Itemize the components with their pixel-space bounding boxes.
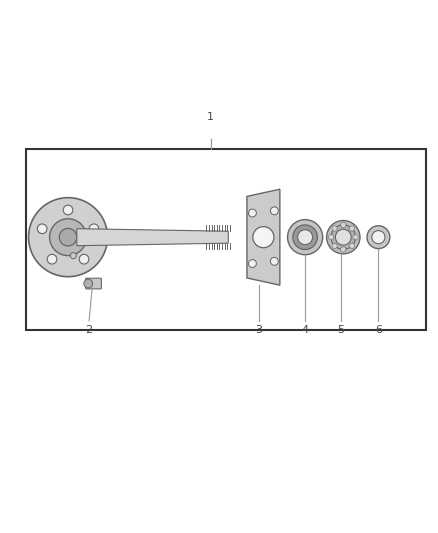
Text: 2: 2 xyxy=(85,325,92,335)
Ellipse shape xyxy=(366,226,389,248)
Bar xyxy=(26,149,425,330)
Ellipse shape xyxy=(37,224,47,233)
Ellipse shape xyxy=(248,209,256,217)
Ellipse shape xyxy=(349,226,354,231)
Ellipse shape xyxy=(49,219,86,256)
Ellipse shape xyxy=(89,224,99,233)
Ellipse shape xyxy=(84,279,92,288)
Ellipse shape xyxy=(335,229,350,245)
Ellipse shape xyxy=(79,254,88,264)
Ellipse shape xyxy=(328,235,333,240)
Ellipse shape xyxy=(63,205,73,215)
Ellipse shape xyxy=(28,198,107,277)
Ellipse shape xyxy=(331,226,336,231)
Ellipse shape xyxy=(330,225,355,249)
Ellipse shape xyxy=(349,243,354,248)
Ellipse shape xyxy=(331,243,336,248)
Ellipse shape xyxy=(371,231,384,244)
Ellipse shape xyxy=(326,221,359,254)
Text: 4: 4 xyxy=(301,325,308,335)
Ellipse shape xyxy=(47,254,57,264)
Ellipse shape xyxy=(340,222,345,228)
Text: 5: 5 xyxy=(337,325,344,335)
Text: 1: 1 xyxy=(207,112,214,122)
Ellipse shape xyxy=(270,207,278,215)
Ellipse shape xyxy=(297,230,312,245)
Ellipse shape xyxy=(352,235,357,240)
Ellipse shape xyxy=(270,257,278,265)
Ellipse shape xyxy=(287,220,322,255)
Ellipse shape xyxy=(248,260,256,268)
Text: 3: 3 xyxy=(255,325,262,335)
Text: 6: 6 xyxy=(374,325,381,335)
FancyBboxPatch shape xyxy=(85,278,101,289)
Ellipse shape xyxy=(70,253,76,259)
Ellipse shape xyxy=(340,247,345,252)
Ellipse shape xyxy=(292,225,317,249)
Ellipse shape xyxy=(59,229,77,246)
Polygon shape xyxy=(246,189,279,285)
Ellipse shape xyxy=(252,227,273,248)
Polygon shape xyxy=(77,229,228,246)
